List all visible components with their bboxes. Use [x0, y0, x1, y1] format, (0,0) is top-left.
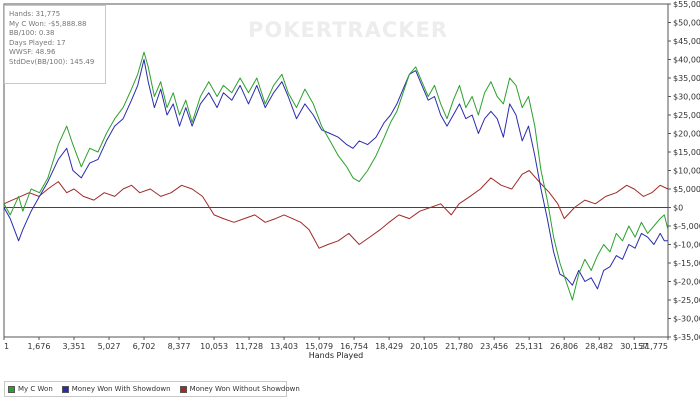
x-tick-label: 21,780	[445, 342, 473, 351]
x-tick-label: 1,676	[28, 342, 51, 351]
y-tick-label: $-35,000	[673, 333, 700, 342]
x-tick-label: 18,429	[375, 342, 403, 351]
y-tick-label: $0	[673, 204, 683, 213]
legend-item-without-showdown[interactable]: Money Won Without Showdown	[179, 385, 300, 393]
stats-panel: Hands: 31,775 My C Won: -$5,888.88 BB/10…	[4, 5, 106, 84]
y-tick-label: $-30,000	[673, 315, 700, 324]
y-tick-label: $40,000	[673, 56, 700, 65]
legend-label: Money Won Without Showdown	[189, 385, 300, 393]
y-tick-label: $10,000	[673, 167, 700, 176]
x-tick-label: 23,456	[480, 342, 508, 351]
x-tick-label: 6,702	[133, 342, 156, 351]
x-tick-label: 1	[4, 342, 9, 351]
y-tick-label: $5,000	[673, 185, 700, 194]
y-tick-label: $50,000	[673, 19, 700, 28]
stat-bb100: BB/100: 0.38	[9, 29, 55, 38]
series-line-money-won-with-showdown	[3, 59, 668, 290]
legend-item-my-c-won[interactable]: My C Won	[8, 385, 53, 393]
y-tick-label: $30,000	[673, 93, 700, 102]
y-tick-label: $35,000	[673, 74, 700, 83]
x-tick-label: 8,377	[168, 342, 191, 351]
stat-wwsf: WWSF: 48.96	[9, 48, 56, 57]
pokertracker-watermark: POKERTRACKER	[248, 18, 449, 42]
x-axis-title: Hands Played	[309, 351, 363, 360]
y-tick-label: $-25,000	[673, 296, 700, 305]
y-tick-label: $55,000	[673, 0, 700, 9]
x-tick-label: 16,754	[340, 342, 368, 351]
stat-days-played: Days Played: 17	[9, 38, 66, 47]
x-axis: 1 1,676 3,351 5,027 6,702 8,377 10,053 11,728 13…	[3, 337, 669, 351]
x-tick-label: 26,806	[550, 342, 578, 351]
y-tick-label: $20,000	[673, 130, 700, 139]
x-tick-label: 15,079	[305, 342, 333, 351]
legend-swatch-without-showdown	[179, 385, 187, 393]
legend-swatch-my-c-won	[8, 385, 15, 393]
x-tick-label: 10,053	[200, 342, 228, 351]
legend-label: My C Won	[18, 385, 53, 393]
x-tick-label: 30,157	[620, 342, 648, 351]
y-tick-label: $45,000	[673, 37, 700, 46]
x-tick-label: 28,482	[585, 342, 613, 351]
y-tick-label: $-5,000	[673, 222, 700, 231]
stat-my-c-won: My C Won: -$5,888.88	[9, 19, 87, 28]
y-axis: $55,000 $50,000 $45,000 $40,000 $35,000 $30,0…	[668, 0, 700, 342]
y-tick-label: $-20,000	[673, 278, 700, 287]
x-tick-label: 3,351	[63, 342, 86, 351]
x-tick-label: 11,728	[235, 342, 263, 351]
y-tick-label: $-10,000	[673, 241, 700, 250]
y-tick-label: $15,000	[673, 148, 700, 157]
y-tick-label: $25,000	[673, 111, 700, 120]
legend-item-with-showdown[interactable]: Money Won With Showdown	[61, 385, 171, 393]
y-tick-label: $-15,000	[673, 259, 700, 268]
x-tick-label: 20,105	[410, 342, 438, 351]
series-line-my-c-won	[3, 51, 669, 301]
x-tick-label: 31,775	[640, 342, 668, 351]
x-tick-label: 25,131	[515, 342, 543, 351]
series-line-money-won-without-showdown	[3, 170, 669, 249]
series-layer	[3, 51, 669, 301]
x-tick-label: 13,403	[270, 342, 298, 351]
stat-hands: Hands: 31,775	[9, 10, 61, 18]
legend-swatch-with-showdown	[61, 385, 69, 393]
legend-label: Money Won With Showdown	[71, 385, 171, 393]
stat-stddev: StdDev(BB/100): 145.49	[9, 57, 95, 66]
x-tick-label: 5,027	[98, 342, 121, 351]
legend: My C Won Money Won With Showdown Money W…	[4, 381, 300, 397]
